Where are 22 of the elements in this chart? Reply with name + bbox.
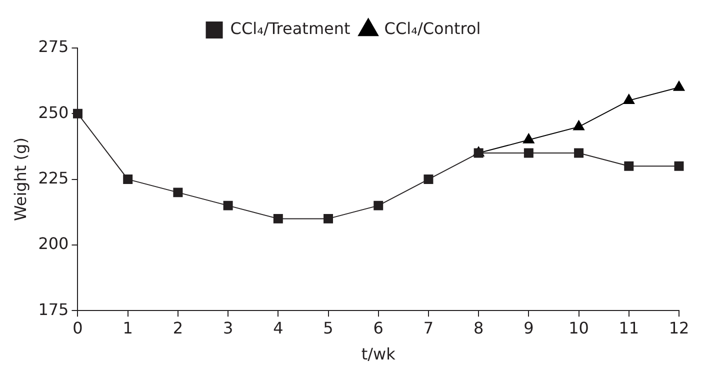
y-tick-label: 225 [38, 168, 69, 188]
x-tick-label: 12 [668, 318, 690, 338]
x-tick-label: 2 [172, 318, 184, 338]
x-tick-label: 0 [72, 318, 83, 338]
y-tick-label: 200 [38, 234, 69, 254]
x-tick-label: 1 [122, 318, 133, 338]
x-tick-label: 7 [423, 318, 434, 338]
x-tick-label: 6 [373, 318, 384, 338]
legend-label: CCl₄/Control [384, 19, 481, 38]
x-tick-label: 10 [568, 318, 589, 338]
x-tick-label: 3 [222, 318, 234, 338]
x-tick-label: 11 [618, 318, 640, 338]
x-tick-label: 9 [524, 318, 534, 338]
y-tick-label: 175 [38, 300, 69, 319]
y-tick-label: 275 [38, 37, 69, 56]
x-tick-label: 4 [273, 318, 284, 338]
x-axis-title: t/wk [361, 344, 396, 364]
x-tick-label: 5 [323, 318, 334, 338]
x-tick-label: 8 [473, 318, 484, 338]
y-tick-label: 250 [38, 102, 69, 122]
legend-label: CCl₄/Treatment [230, 19, 350, 38]
y-axis-title: Weight (g) [10, 138, 30, 222]
